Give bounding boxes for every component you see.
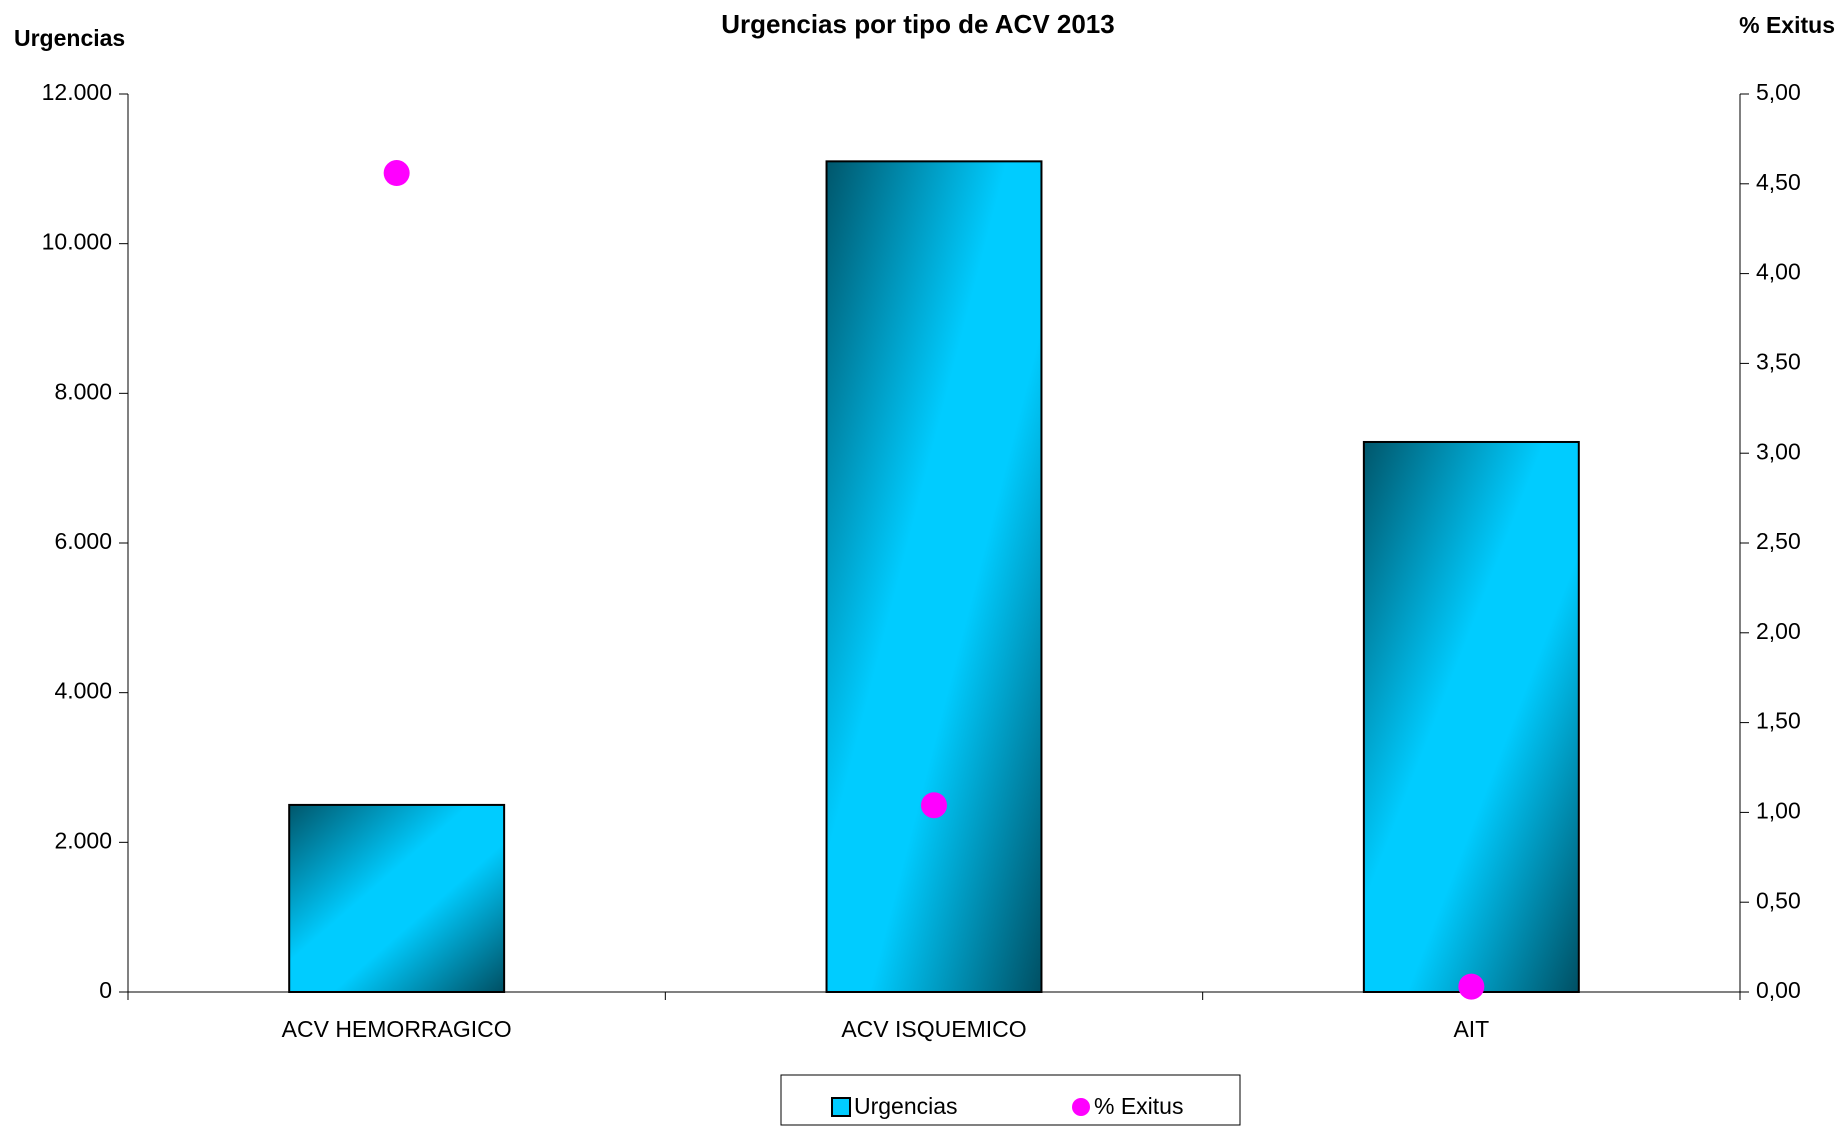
y-tick-label: 6.000 bbox=[54, 528, 112, 554]
y-tick-label: 4.000 bbox=[54, 678, 112, 704]
y-tick-label: 10.000 bbox=[42, 229, 112, 255]
y-tick-label: 12.000 bbox=[42, 79, 112, 105]
y2-tick-label: 4,00 bbox=[1756, 259, 1801, 285]
legend-label: Urgencias bbox=[854, 1093, 958, 1119]
y-tick-label: 8.000 bbox=[54, 378, 112, 404]
bar bbox=[288, 803, 506, 994]
y2-axis-title: % Exitus bbox=[1739, 12, 1835, 38]
y2-tick-label: 3,00 bbox=[1756, 438, 1801, 464]
legend-swatch bbox=[1072, 1098, 1090, 1116]
legend-swatch bbox=[831, 1097, 851, 1117]
y2-tick-label: 0,00 bbox=[1756, 977, 1801, 1003]
x-tick-label: ACV ISQUEMICO bbox=[841, 1016, 1026, 1042]
point bbox=[1458, 973, 1485, 1000]
point bbox=[383, 160, 410, 187]
x-tick-label: AIT bbox=[1453, 1016, 1489, 1042]
y2-tick-label: 4,50 bbox=[1756, 169, 1801, 195]
bar bbox=[825, 160, 1043, 994]
legend-label: % Exitus bbox=[1094, 1093, 1183, 1119]
y-tick-label: 2.000 bbox=[54, 827, 112, 853]
y2-tick-label: 5,00 bbox=[1756, 79, 1801, 105]
y-tick-label: 0 bbox=[99, 977, 112, 1003]
point bbox=[921, 792, 947, 819]
y-axis-title: Urgencias bbox=[14, 25, 125, 51]
y2-tick-label: 1,50 bbox=[1756, 708, 1801, 734]
y2-tick-label: 3,50 bbox=[1756, 348, 1801, 374]
y2-tick-label: 1,00 bbox=[1756, 797, 1801, 823]
y2-tick-label: 0,50 bbox=[1756, 887, 1801, 913]
bar bbox=[1362, 440, 1580, 994]
y2-tick-label: 2,50 bbox=[1756, 528, 1801, 554]
x-tick-label: ACV HEMORRAGICO bbox=[282, 1016, 512, 1042]
y2-tick-label: 2,00 bbox=[1756, 618, 1801, 644]
legend-box bbox=[780, 1074, 1241, 1126]
chart-title: Urgencias por tipo de ACV 2013 bbox=[721, 9, 1114, 39]
